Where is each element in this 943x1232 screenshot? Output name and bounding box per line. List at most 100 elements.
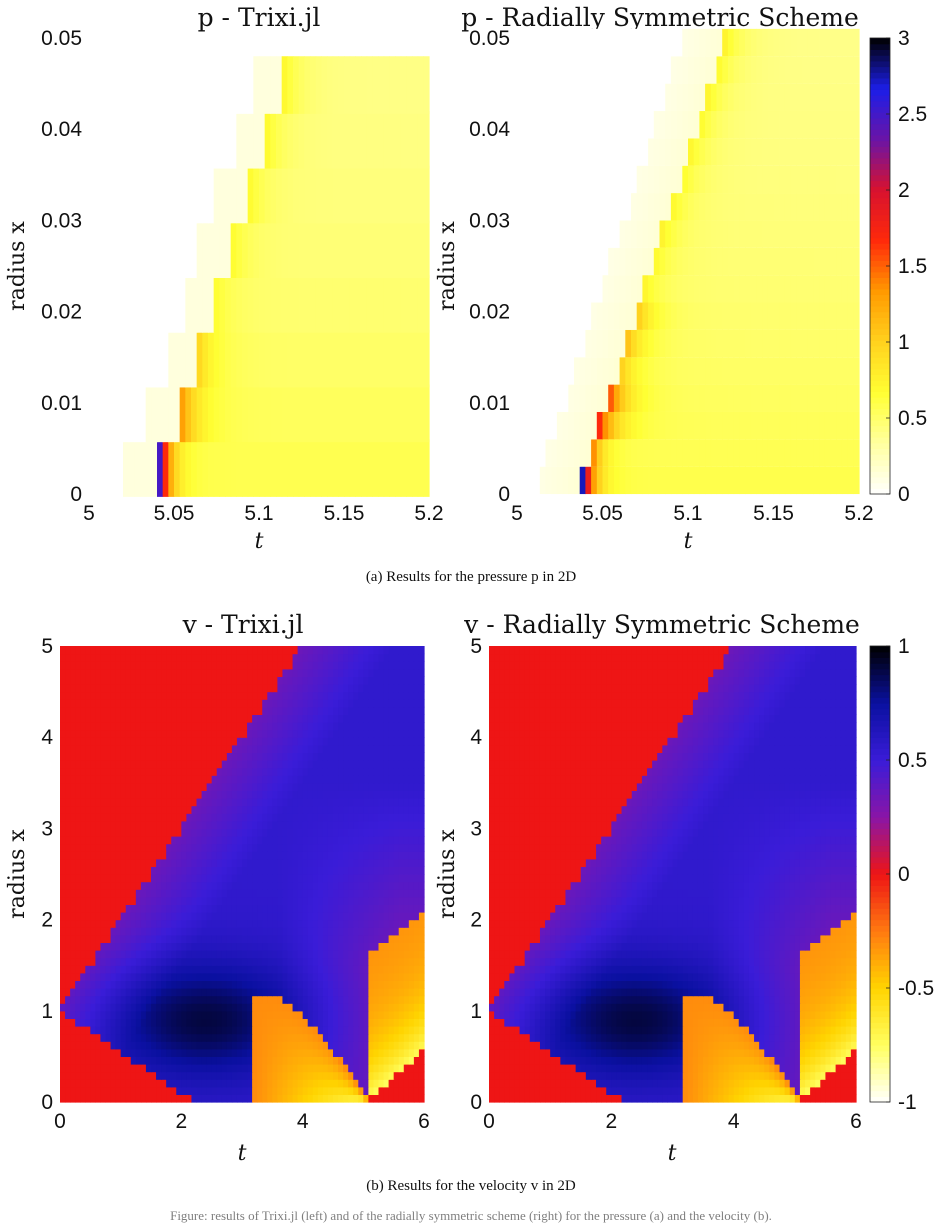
heatmap-cell <box>151 1079 157 1087</box>
heatmap-cell <box>384 851 390 859</box>
heatmap-cell <box>694 412 700 439</box>
heatmap-cell <box>191 220 197 278</box>
heatmap-cell <box>60 1079 66 1087</box>
heatmap-cell <box>739 84 745 111</box>
heatmap-cell <box>242 1041 248 1049</box>
heatmap-cell <box>80 821 86 829</box>
heatmap-cell <box>293 965 299 973</box>
heatmap-cell <box>171 813 177 821</box>
heatmap-cell <box>614 275 620 302</box>
heatmap-cell <box>654 138 660 165</box>
heatmap-cell <box>338 1003 344 1011</box>
heatmap-cell <box>734 166 740 193</box>
heatmap-cell <box>688 467 694 494</box>
heatmap-cell <box>90 965 96 973</box>
heatmap-cell <box>288 798 294 806</box>
heatmap-cell <box>257 942 263 950</box>
heatmap-cell <box>212 1034 218 1042</box>
heatmap-cell <box>779 330 785 357</box>
heatmap-cell <box>207 752 213 760</box>
heatmap-cell <box>409 798 415 806</box>
heatmap-cell <box>95 965 101 973</box>
heatmap-cell <box>157 275 163 333</box>
heatmap-cell <box>313 1072 319 1080</box>
heatmap-cell <box>89 275 95 333</box>
heatmap-cell <box>756 385 762 412</box>
heatmap-cell <box>232 745 238 753</box>
heatmap-cell <box>202 889 208 897</box>
heatmap-cell <box>419 828 425 836</box>
heatmap-cell <box>395 385 401 443</box>
heatmap-cell <box>65 1003 71 1011</box>
heatmap-cell <box>161 1026 167 1034</box>
heatmap-cell <box>231 330 237 388</box>
heatmap-cell <box>288 1072 294 1080</box>
heatmap-cell <box>95 330 101 388</box>
heatmap-cell <box>90 1064 96 1072</box>
x-tick-label: 5.15 <box>324 502 365 525</box>
heatmap-cell <box>682 248 688 275</box>
heatmap-cell <box>100 1087 106 1095</box>
heatmap-cell <box>236 330 242 388</box>
heatmap-cell <box>89 111 95 169</box>
heatmap-cell <box>323 1049 329 1057</box>
heatmap-cell <box>85 874 91 882</box>
heatmap-cell <box>141 996 147 1004</box>
heatmap-cell <box>151 942 157 950</box>
heatmap-cell <box>546 439 552 466</box>
heatmap-cell <box>202 790 208 798</box>
heatmap-cell <box>338 980 344 988</box>
heatmap-cell <box>126 920 132 928</box>
heatmap-cell <box>620 84 626 111</box>
heatmap-cell <box>232 973 238 981</box>
heatmap-cell <box>282 920 288 928</box>
heatmap-cell <box>257 851 263 859</box>
heatmap-cell <box>389 950 395 958</box>
heatmap-cell <box>90 790 96 798</box>
heatmap-cell <box>363 942 369 950</box>
heatmap-cell <box>95 844 101 852</box>
heatmap-cell <box>308 996 314 1004</box>
heatmap-cell <box>399 1087 405 1095</box>
heatmap-cell <box>227 851 233 859</box>
heatmap-cell <box>80 927 86 935</box>
heatmap-cell <box>156 836 162 844</box>
heatmap-cell <box>414 897 420 905</box>
heatmap-cell <box>186 897 192 905</box>
heatmap-cell <box>318 1034 324 1042</box>
heatmap-cell <box>404 1026 410 1034</box>
heatmap-cell <box>517 111 523 138</box>
heatmap-cell <box>131 1079 137 1087</box>
heatmap-cell <box>60 889 66 897</box>
heatmap-cell <box>237 988 243 996</box>
heatmap-cell <box>384 950 390 958</box>
heatmap-cell <box>171 1034 177 1042</box>
heatmap-cell <box>80 920 86 928</box>
heatmap-cell <box>136 927 142 935</box>
heatmap-cell <box>328 768 334 776</box>
heatmap-cell <box>111 745 117 753</box>
heatmap-cell <box>310 385 316 443</box>
heatmap-cell <box>551 439 557 466</box>
heatmap-cell <box>313 904 319 912</box>
heatmap-cell <box>121 768 127 776</box>
heatmap-cell <box>603 439 609 466</box>
heatmap-cell <box>303 821 309 829</box>
heatmap-cell <box>419 1018 425 1026</box>
heatmap-cell <box>219 330 225 388</box>
heatmap-cell <box>419 775 425 783</box>
heatmap-cell <box>353 851 359 859</box>
heatmap-cell <box>65 912 71 920</box>
heatmap-cell <box>131 927 137 935</box>
heatmap-cell <box>267 806 273 814</box>
heatmap-cell <box>116 828 122 836</box>
heatmap-cell <box>353 980 359 988</box>
heatmap-cell <box>343 942 349 950</box>
heatmap-cell <box>262 904 268 912</box>
colorbar-segment <box>870 49 890 55</box>
colorbar-segment <box>870 397 890 403</box>
heatmap-cell <box>141 950 147 958</box>
heatmap-cell <box>343 844 349 852</box>
heatmap-cell <box>282 1072 288 1080</box>
heatmap-cell <box>785 330 791 357</box>
